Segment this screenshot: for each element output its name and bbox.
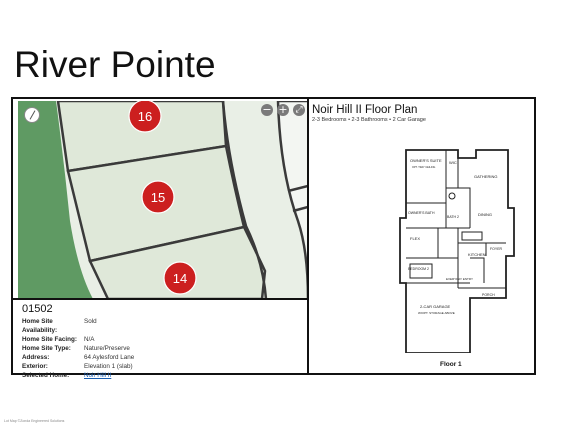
info-label: Home Site Availability:	[22, 318, 58, 334]
zoom-in-button[interactable]: +	[277, 103, 289, 116]
floor-plan-title: Noir Hill II Floor Plan	[312, 104, 418, 116]
lot-number: 14	[173, 271, 187, 286]
info-row: Address: 64 Aylesford Lane	[22, 353, 302, 362]
room-label: W/OPT. STORAGE ABOVE	[418, 311, 455, 315]
info-label: Address:	[22, 354, 50, 361]
compass-icon	[24, 107, 40, 123]
zoom-out-button[interactable]: −	[261, 103, 273, 116]
lot-marker-15[interactable]: 15	[141, 180, 175, 214]
panel-divider	[307, 99, 309, 373]
room-label: OPT. TRAY CEILING	[412, 166, 435, 169]
room-label: BEDROOM 2	[408, 267, 429, 271]
fixture	[448, 192, 456, 200]
lot-marker-14[interactable]: 14	[163, 261, 197, 295]
lot-info: 01502 Home Site Availability: Sold Home …	[22, 303, 302, 380]
selected-home-link[interactable]: Noir Hill II	[84, 372, 112, 379]
page-title: River Pointe	[14, 44, 216, 85]
info-label: Exterior:	[22, 363, 48, 370]
info-label: Selected Home:	[22, 372, 70, 379]
floor-plan-subtitle: 2-3 Bedrooms • 2-3 Bathrooms • 2 Car Gar…	[312, 117, 426, 123]
fullscreen-button[interactable]: ⤢	[293, 104, 305, 116]
info-value: Nature/Preserve	[84, 345, 130, 352]
floor-label: Floor 1	[440, 361, 462, 368]
plan-outline	[399, 149, 515, 353]
info-value: 64 Aylesford Lane	[84, 354, 135, 361]
room-label: FLEX	[410, 236, 420, 241]
site-map[interactable]: 16 15 14	[18, 101, 308, 299]
room-label: OWNER'S SUITE	[410, 158, 442, 163]
lot-number: 15	[151, 190, 165, 205]
lot-number: 16	[138, 109, 152, 124]
road-edge-left	[221, 101, 268, 299]
info-row: Exterior: Elevation 1 (slab)	[22, 362, 302, 371]
floor-plan-drawing: OWNER'S SUITE OPT. TRAY CEILING WIC GATH…	[399, 149, 515, 353]
room-label: PORCH	[482, 293, 495, 297]
adjacent-lot-lines	[287, 184, 308, 213]
info-label: Home Site Facing:	[22, 336, 77, 343]
room-label: GATHERING	[474, 174, 497, 179]
site-map-canvas[interactable]: 16 15 14	[18, 101, 308, 299]
room-label: KITCHEN	[468, 252, 486, 257]
floor-plan-header: Noir Hill II Floor Plan 2-3 Bedrooms • 2…	[312, 104, 426, 123]
fixture	[409, 263, 433, 279]
info-value: Sold	[84, 318, 97, 325]
room-label: WIC	[449, 160, 457, 165]
info-value: Elevation 1 (slab)	[84, 363, 133, 370]
info-row: Home Site Facing: N/A	[22, 335, 302, 344]
info-row: Home Site Availability: Sold	[22, 317, 302, 335]
room-label: 2-CAR GARAGE	[420, 304, 451, 309]
footer-credit: Lot Map ©Zonda Engineered Solutions	[4, 419, 65, 423]
room-label: DINING	[478, 212, 492, 217]
info-value: N/A	[84, 336, 95, 343]
green-space	[18, 101, 93, 299]
room-label: FOYER	[490, 247, 503, 251]
plan-walls	[406, 150, 506, 289]
kitchen-island	[461, 231, 483, 241]
map-info-divider	[13, 298, 308, 300]
info-label: Home Site Type:	[22, 345, 71, 352]
room-label: BATH 2	[447, 215, 459, 219]
room-label: OWNER'S BATH	[408, 211, 435, 215]
info-row: Selected Home: Noir Hill II	[22, 371, 302, 380]
lot-marker-16[interactable]: 16	[128, 101, 162, 133]
info-row: Home Site Type: Nature/Preserve	[22, 344, 302, 353]
lot-id: 01502	[22, 303, 53, 315]
room-label: EVERYDAY ENTRY	[446, 277, 473, 281]
